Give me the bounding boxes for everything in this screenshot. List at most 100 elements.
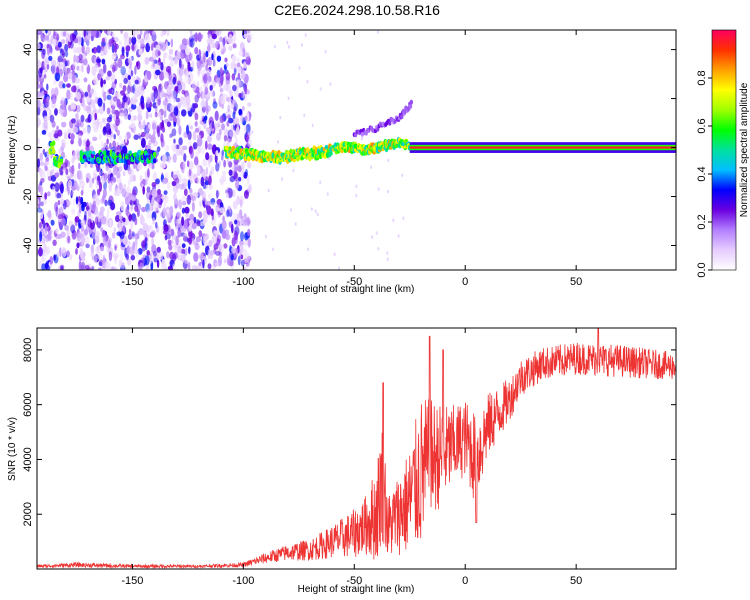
heatmap-cell: [62, 199, 67, 210]
heatmap-cell: [51, 59, 57, 67]
heatmap-cell: [41, 129, 47, 135]
heatmap-cell: [93, 76, 99, 86]
heatmap-cell: [207, 42, 211, 53]
heatmap-cell: [289, 208, 292, 212]
heatmap-cell: [57, 41, 62, 48]
heatmap-cell: [203, 52, 206, 63]
heatmap-cell: [326, 192, 329, 196]
heatmap-cell: [44, 165, 48, 171]
heatmap-cell: [37, 43, 41, 49]
heatmap-cell: [197, 62, 202, 72]
heatmap-cell: [130, 122, 136, 128]
heatmap-cell: [206, 205, 212, 216]
heatmap-cell: [47, 30, 52, 36]
heatmap-cell: [91, 99, 96, 108]
heatmap-cell: [152, 158, 157, 164]
heatmap-cell: [156, 197, 161, 203]
heatmap-cell: [108, 38, 113, 48]
heatmap-cell: [244, 84, 248, 95]
heatmap-cell: [50, 175, 57, 182]
heatmap-cell: [188, 224, 193, 232]
heatmap-cell: [219, 67, 223, 77]
heatmap-cell: [183, 233, 188, 242]
heatmap-cell: [306, 247, 309, 252]
heatmap-cell: [152, 171, 158, 182]
heatmap-cell: [208, 175, 212, 186]
colorbar-tick-label: 0.8: [696, 70, 708, 85]
heatmap-cell: [233, 172, 239, 182]
heatmap-cell: [37, 99, 41, 109]
heatmap-cell: [109, 114, 113, 120]
heatmap-cell: [112, 140, 116, 149]
heatmap-cell: [156, 146, 161, 153]
heatmap-cell: [238, 93, 242, 98]
heatmap-cell: [106, 241, 112, 248]
heatmap-cell: [162, 56, 166, 66]
heatmap-cell: [170, 38, 174, 48]
heatmap-cell: [88, 202, 93, 210]
heatmap-cell: [120, 140, 126, 147]
heatmap-cell: [200, 110, 204, 120]
heatmap-cell: [239, 244, 244, 255]
heatmap-cell: [92, 46, 98, 54]
heatmap-cell: [92, 90, 98, 98]
heatmap-cell: [175, 97, 181, 103]
heatmap-cell: [133, 200, 137, 205]
heatmap-cell: [279, 115, 282, 120]
heatmap-cell: [106, 138, 109, 145]
heatmap-cell: [151, 237, 155, 247]
heatmap-cell: [105, 215, 109, 226]
heatmap-cell: [102, 117, 105, 123]
heatmap-cell: [125, 206, 129, 216]
heatmap-cell: [231, 246, 236, 254]
heatmap-cell: [103, 63, 107, 74]
heatmap-cell: [214, 261, 220, 267]
heatmap-cell: [129, 246, 135, 256]
heatmap-cell: [57, 55, 63, 63]
heatmap-cell: [166, 121, 172, 127]
heatmap-cell: [113, 253, 119, 259]
heatmap-cell: [204, 115, 208, 121]
heatmap-cell: [87, 84, 91, 94]
heatmap-cell: [264, 234, 267, 239]
heatmap-cell: [111, 232, 116, 239]
heatmap-cell: [187, 61, 191, 72]
heatmap-cell: [183, 68, 187, 74]
heatmap-cell: [222, 170, 226, 176]
heatmap-cell: [223, 159, 227, 168]
heatmap-cell: [113, 133, 116, 140]
heatmap-cell: [91, 215, 94, 223]
heatmap-cell: [59, 61, 63, 69]
heatmap-cell: [42, 229, 46, 238]
heatmap-cell: [210, 89, 216, 97]
heatmap-cell: [157, 50, 161, 56]
heatmap-cell: [107, 246, 113, 256]
heatmap-cell: [46, 96, 50, 103]
heatmap-cell: [97, 73, 102, 81]
heatmap-cell: [386, 257, 389, 262]
heatmap-cell: [46, 44, 50, 49]
heatmap-cell: [232, 212, 237, 219]
heatmap-cell: [233, 230, 238, 241]
heatmap-cell: [162, 193, 167, 200]
heatmap-cell: [84, 161, 88, 169]
figure-title: C2E6.2024.298.10.58.R16: [274, 2, 440, 18]
heatmap-cell: [90, 111, 94, 121]
colorbar-label: Normalized spectral amplitude: [739, 82, 750, 217]
heatmap-cell: [118, 219, 124, 229]
heatmap-cell: [59, 160, 64, 165]
heatmap-cell: [102, 188, 107, 198]
heatmap-cell: [146, 250, 150, 256]
heatmap-cell: [71, 74, 76, 84]
heatmap-cell: [100, 246, 104, 252]
heatmap-cell: [142, 222, 149, 233]
heatmap-cell: [292, 168, 295, 173]
heatmap-cell: [149, 101, 153, 108]
heatmap-cell: [48, 55, 53, 62]
heatmap-cell: [215, 250, 221, 256]
heatmap-cell: [376, 30, 379, 34]
heatmap-cell: [306, 79, 309, 84]
heatmap-cell: [191, 80, 197, 91]
heatmap-cell: [182, 98, 187, 108]
heatmap-cell: [128, 37, 132, 45]
